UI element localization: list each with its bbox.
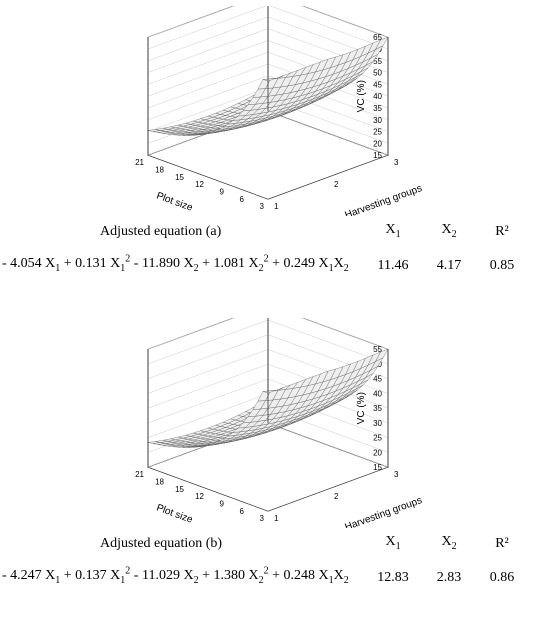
svg-text:21: 21 [135, 470, 144, 479]
svg-text:1: 1 [274, 202, 279, 211]
equation-label: Adjusted equation (b) [0, 536, 365, 552]
svg-text:2: 2 [334, 180, 339, 189]
svg-text:3: 3 [259, 514, 264, 523]
svg-text:35: 35 [373, 104, 382, 113]
svg-text:25: 25 [373, 434, 382, 443]
svg-text:20: 20 [373, 139, 382, 148]
svg-text:30: 30 [373, 419, 382, 428]
svg-text:50: 50 [373, 69, 382, 78]
col-header: X2 [421, 534, 477, 552]
svg-text:9: 9 [219, 500, 224, 509]
svg-text:15: 15 [175, 485, 184, 494]
equation-text: - 4.054 X1 + 0.131 X12 - 11.890 X2 + 1.0… [0, 254, 365, 274]
chart-row: 1520253035404550556065VC (%)36912151821P… [0, 6, 535, 216]
svg-text:12: 12 [195, 492, 204, 501]
svg-text:30: 30 [373, 116, 382, 125]
svg-text:Harvesting groups: Harvesting groups [343, 495, 423, 528]
svg-text:Harvesting groups: Harvesting groups [343, 183, 423, 216]
col-header: R² [477, 536, 527, 552]
svg-text:Plot size: Plot size [154, 190, 194, 213]
value-r2: 0.86 [477, 570, 527, 586]
equation-header: Adjusted equation (a)X1X2R² [0, 222, 535, 240]
svg-text:40: 40 [373, 92, 382, 101]
equation-text: - 4.247 X1 + 0.137 X12 - 11.029 X2 + 1.3… [0, 566, 365, 586]
equation-label: Adjusted equation (a) [0, 224, 365, 240]
svg-text:6: 6 [239, 507, 244, 516]
svg-text:18: 18 [155, 478, 164, 487]
value-x2: 4.17 [421, 258, 477, 274]
svg-text:1: 1 [274, 514, 279, 523]
svg-text:40: 40 [373, 389, 382, 398]
svg-text:20: 20 [373, 448, 382, 457]
chart-row: 152025303540455055VC (%)36912151821Plot … [0, 318, 535, 528]
svg-text:21: 21 [135, 158, 144, 167]
value-x1: 12.83 [365, 570, 421, 586]
svg-text:15: 15 [175, 173, 184, 182]
svg-text:3: 3 [394, 158, 399, 167]
svg-text:15: 15 [373, 463, 382, 472]
value-r2: 0.85 [477, 258, 527, 274]
equation-row: - 4.054 X1 + 0.131 X12 - 11.890 X2 + 1.0… [0, 254, 535, 274]
svg-text:3: 3 [259, 202, 264, 211]
value-x1: 11.46 [365, 258, 421, 274]
equation-header: Adjusted equation (b)X1X2R² [0, 534, 535, 552]
svg-text:2: 2 [334, 492, 339, 501]
panel-b: 152025303540455055VC (%)36912151821Plot … [0, 318, 535, 586]
svg-text:45: 45 [373, 80, 382, 89]
svg-text:Plot size: Plot size [154, 502, 194, 525]
svg-text:3: 3 [394, 470, 399, 479]
svg-text:VC (%): VC (%) [356, 392, 367, 424]
svg-text:15: 15 [373, 151, 382, 160]
svg-text:45: 45 [373, 375, 382, 384]
col-header: X1 [365, 534, 421, 552]
value-x2: 2.83 [421, 570, 477, 586]
panel-a: 1520253035404550556065VC (%)36912151821P… [0, 6, 535, 274]
svg-text:25: 25 [373, 128, 382, 137]
svg-text:12: 12 [195, 180, 204, 189]
equation-row: - 4.247 X1 + 0.137 X12 - 11.029 X2 + 1.3… [0, 566, 535, 586]
svg-text:6: 6 [239, 195, 244, 204]
col-header: R² [477, 224, 527, 240]
svg-text:18: 18 [155, 166, 164, 175]
col-header: X2 [421, 222, 477, 240]
col-header: X1 [365, 222, 421, 240]
surface-chart: 1520253035404550556065VC (%)36912151821P… [103, 6, 433, 216]
surface-chart: 152025303540455055VC (%)36912151821Plot … [103, 318, 433, 528]
svg-text:35: 35 [373, 404, 382, 413]
svg-text:VC (%): VC (%) [356, 80, 367, 112]
svg-text:9: 9 [219, 188, 224, 197]
